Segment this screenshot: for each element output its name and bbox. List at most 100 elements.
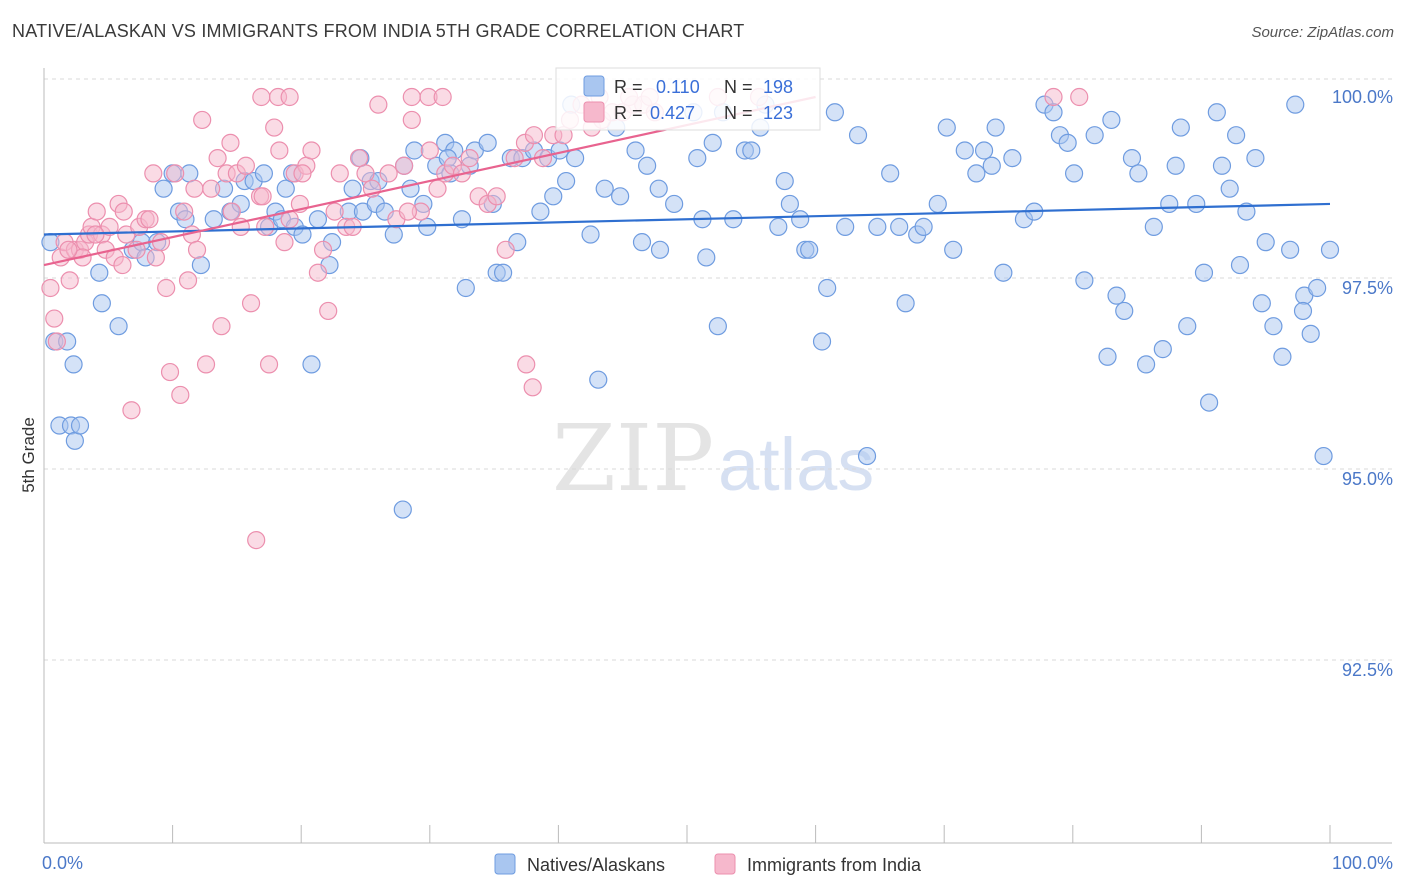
data-point: [697, 248, 716, 267]
data-point: [665, 194, 684, 214]
data-point: [369, 95, 388, 114]
data-point: [460, 149, 479, 168]
data-point: [144, 164, 163, 183]
data-point: [517, 355, 536, 374]
data-point: [1187, 194, 1206, 214]
stats-swatch-pink: [583, 101, 605, 123]
data-point: [276, 179, 295, 198]
data-point: [160, 362, 180, 382]
data-point: [1075, 271, 1094, 290]
data-point: [595, 179, 614, 198]
y-tick-label: 97.5%: [1342, 278, 1393, 298]
data-point: [280, 87, 299, 107]
data-point: [196, 355, 216, 374]
data-point: [151, 233, 171, 252]
stats-legend: R = 0.110 N = 198 R = 0.427 N = 123: [555, 67, 821, 131]
data-point: [212, 317, 231, 336]
data-point: [175, 202, 194, 221]
watermark: ZIP atlas: [552, 405, 874, 512]
x-tick-label-max: 100.0%: [1332, 853, 1393, 873]
stats-n-label-1: N =: [724, 77, 753, 97]
data-point: [401, 179, 420, 198]
data-point: [914, 217, 933, 236]
data-point: [1107, 286, 1126, 305]
data-point: [349, 149, 369, 168]
data-point: [241, 294, 261, 313]
data-point: [1003, 149, 1022, 168]
data-point: [247, 531, 266, 550]
legend-swatch-natives: [494, 853, 516, 875]
data-point: [428, 179, 447, 198]
data-point: [1301, 324, 1320, 343]
data-point: [937, 118, 956, 137]
data-point: [45, 309, 64, 328]
data-point: [1098, 347, 1117, 366]
data-point: [222, 202, 241, 221]
x-tick-marks: [43, 825, 1331, 843]
data-point: [1064, 164, 1084, 183]
data-point: [703, 133, 722, 152]
data-point: [1200, 393, 1219, 412]
data-point: [1166, 156, 1185, 175]
data-point: [405, 141, 424, 160]
data-point: [1144, 217, 1163, 236]
data-point: [398, 202, 418, 221]
data-point: [402, 110, 421, 130]
y-tick-label: 95.0%: [1342, 469, 1393, 489]
legend-label-natives: Natives/Alaskans: [527, 855, 665, 875]
data-point: [881, 164, 900, 183]
data-point: [330, 164, 349, 183]
data-point: [256, 217, 275, 236]
data-point: [818, 278, 837, 298]
data-point: [649, 179, 668, 198]
data-point: [313, 240, 333, 259]
data-point: [986, 118, 1005, 137]
data-point: [791, 210, 810, 229]
data-point: [433, 87, 452, 107]
data-point: [1320, 240, 1340, 259]
data-point: [523, 378, 542, 397]
data-point: [308, 263, 328, 282]
stats-n-label-2: N =: [724, 103, 753, 123]
data-point: [59, 240, 78, 259]
data-point: [1246, 149, 1265, 168]
data-point: [191, 255, 210, 275]
data-point: [531, 202, 550, 221]
stats-r-label-2: R =: [614, 103, 643, 123]
data-point: [293, 164, 312, 183]
data-point: [1227, 126, 1246, 145]
trend-line-natives: [43, 202, 1331, 236]
data-point: [589, 370, 608, 389]
data-point: [1178, 317, 1197, 336]
data-point: [632, 233, 652, 252]
data-point: [544, 187, 563, 206]
y-tick-label: 100.0%: [1332, 87, 1393, 107]
axes: [43, 68, 1392, 844]
y-axis-label: 5th Grade: [19, 417, 38, 493]
data-point: [109, 317, 128, 336]
data-point: [64, 355, 83, 374]
data-point: [122, 401, 141, 420]
data-point: [1137, 355, 1156, 374]
data-point: [252, 87, 271, 107]
data-point: [114, 202, 133, 221]
data-point: [769, 217, 788, 236]
data-point: [611, 187, 630, 206]
data-point: [1085, 126, 1104, 145]
stats-r-label-1: R =: [614, 77, 643, 97]
data-point: [185, 179, 204, 198]
data-point: [1194, 263, 1214, 282]
data-point: [478, 133, 497, 152]
data-point: [236, 156, 256, 175]
data-point: [1044, 103, 1063, 122]
data-point: [393, 500, 412, 519]
data-point: [325, 202, 344, 221]
data-point: [146, 248, 165, 267]
data-point: [982, 156, 1001, 175]
data-point: [626, 141, 645, 160]
data-point: [1207, 103, 1226, 122]
data-point: [974, 141, 994, 160]
data-point: [1264, 317, 1283, 336]
stats-r-value-1: 0.110: [656, 77, 700, 97]
data-point: [187, 240, 207, 259]
